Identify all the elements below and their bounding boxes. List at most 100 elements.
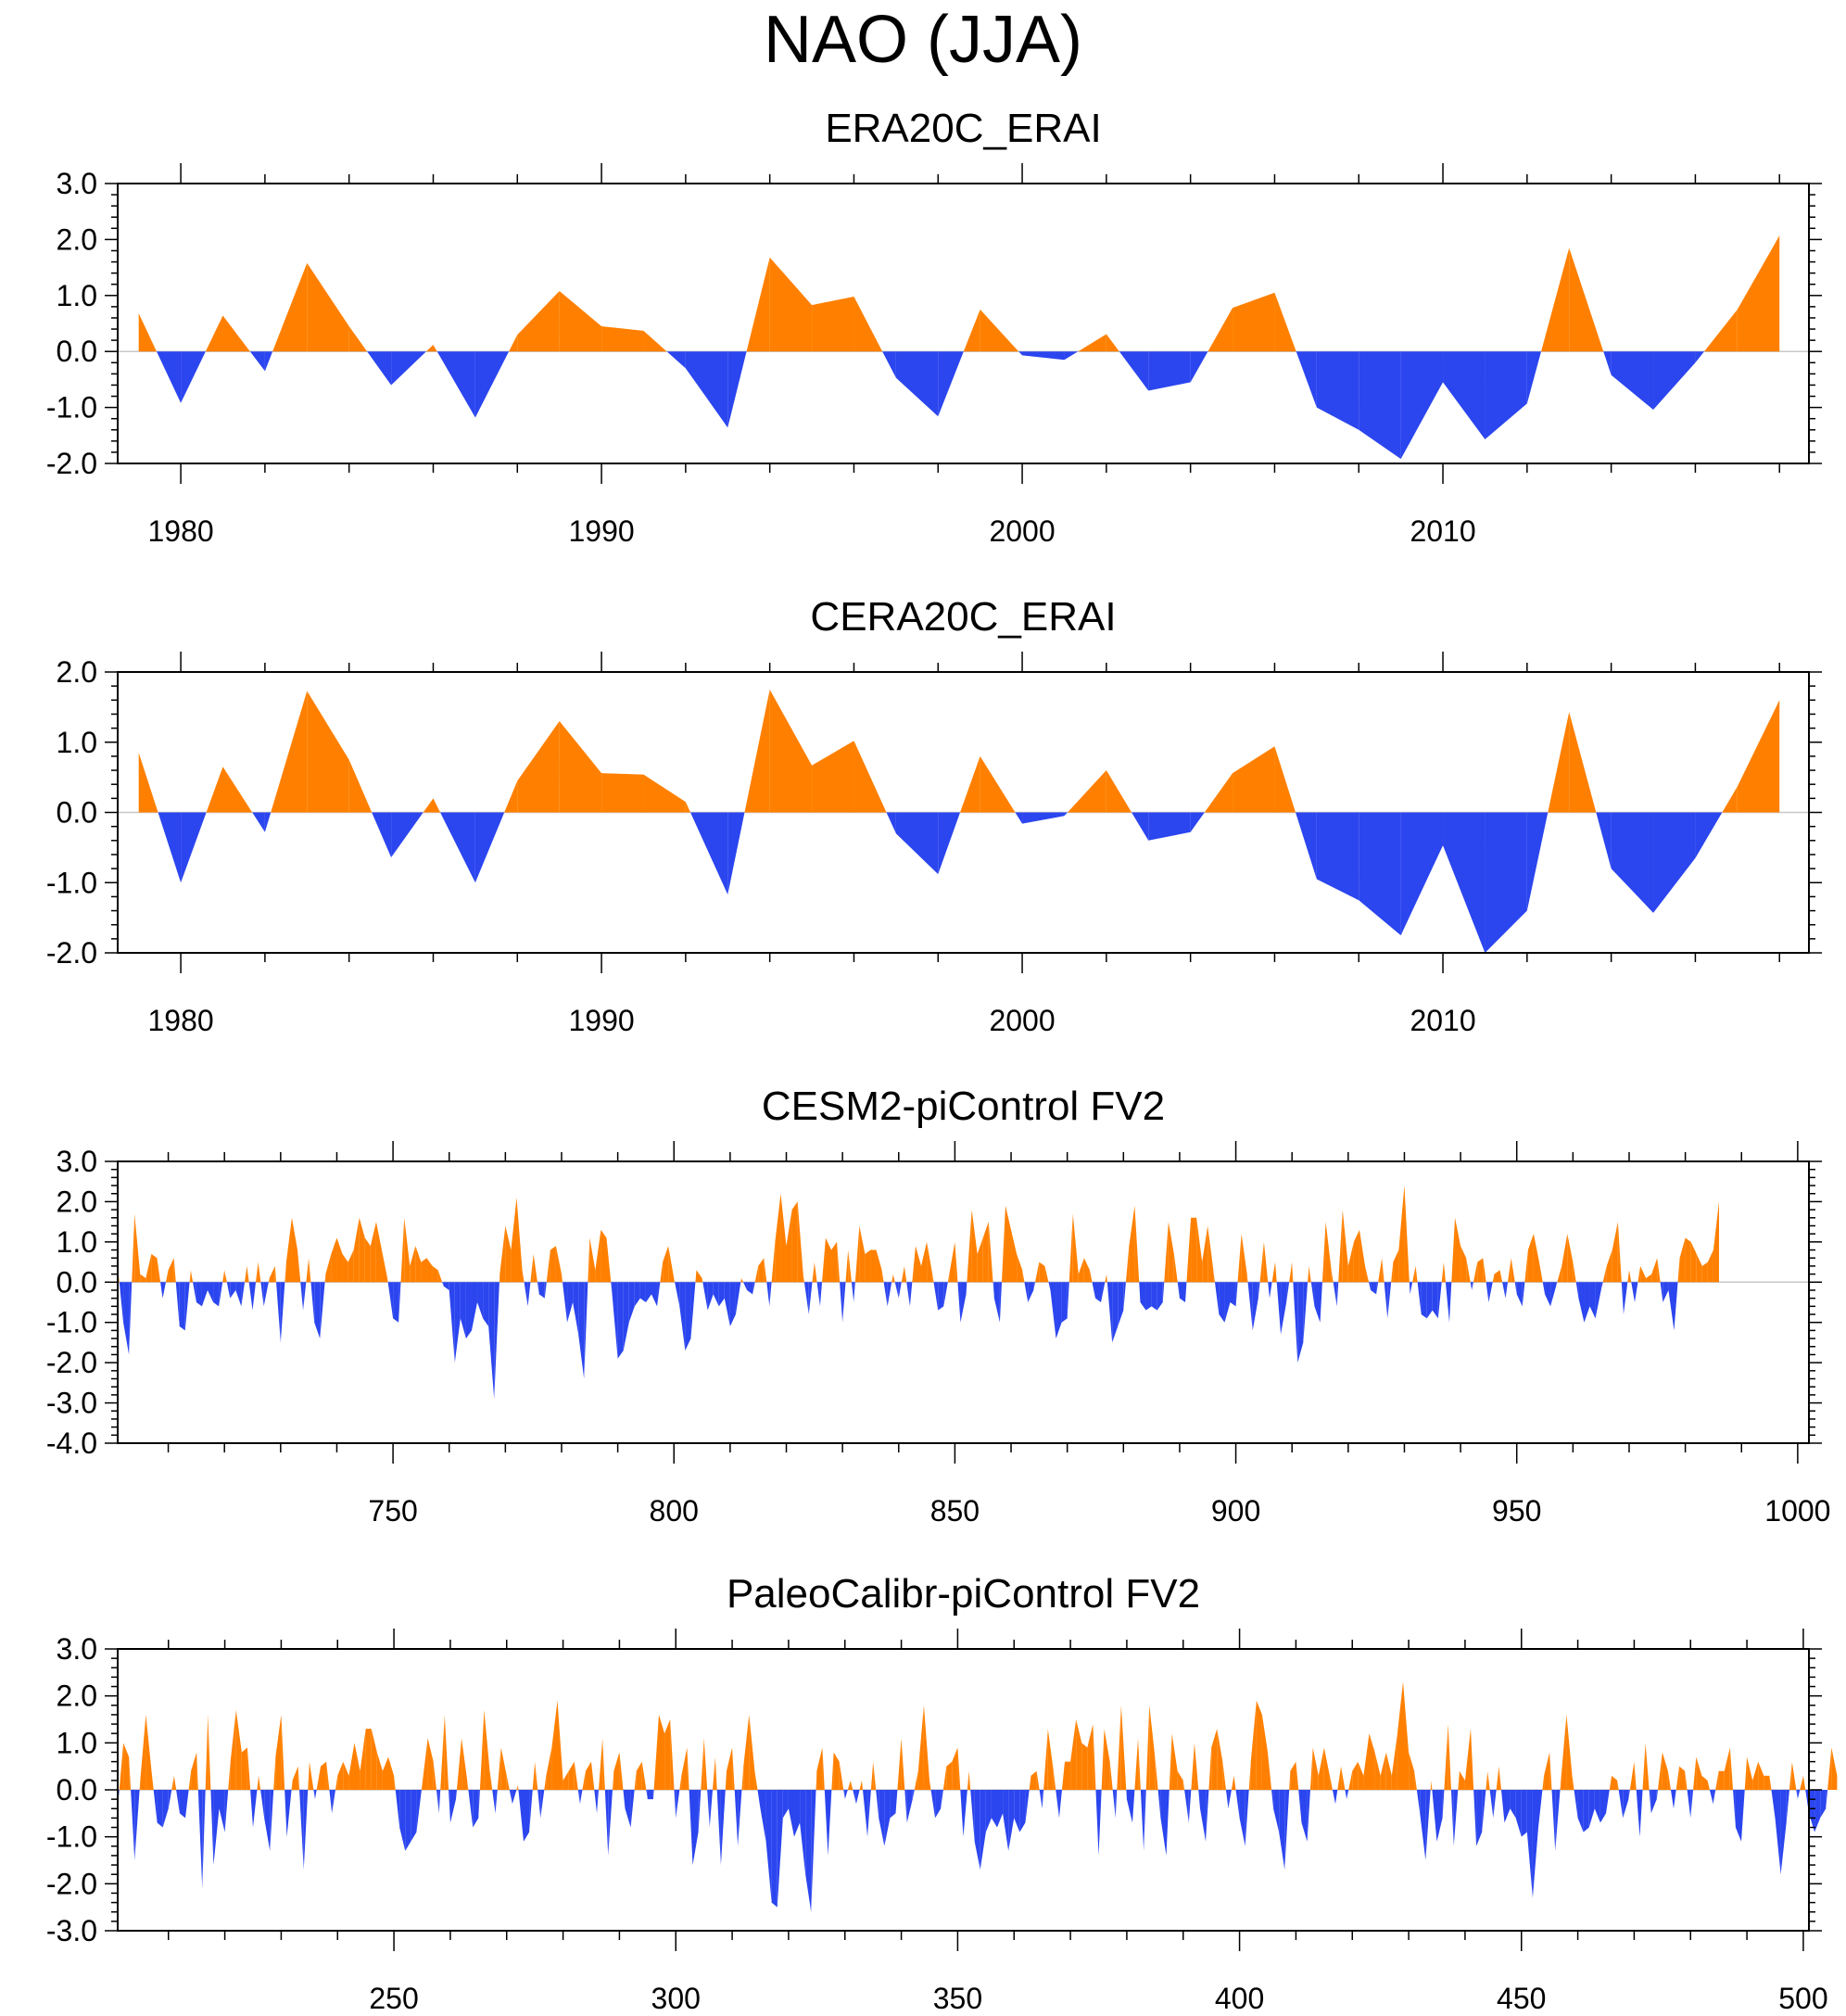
positive-area [847, 1780, 851, 1790]
negative-area [1271, 1790, 1274, 1809]
positive-area [484, 1709, 490, 1790]
positive-area [1511, 1258, 1515, 1283]
negative-area [1709, 1790, 1713, 1805]
negative-area [1437, 1282, 1442, 1319]
positive-area [123, 1743, 130, 1790]
positive-area [1065, 1761, 1071, 1790]
negative-area [1247, 1282, 1253, 1331]
positive-area [601, 1229, 607, 1283]
negative-area [1345, 1790, 1347, 1800]
negative-area [1095, 1790, 1099, 1856]
positive-area [1404, 1186, 1410, 1283]
positive-area [803, 1274, 804, 1283]
positive-area [1414, 1770, 1417, 1790]
negative-area [474, 351, 510, 418]
positive-area [1487, 1770, 1490, 1790]
positive-area [337, 1761, 344, 1790]
negative-area [1333, 1282, 1337, 1307]
positive-area [1275, 1262, 1277, 1283]
negative-area [567, 1282, 574, 1323]
positive-area [1358, 1761, 1364, 1790]
positive-area [1365, 1265, 1370, 1283]
positive-area [744, 689, 770, 813]
positive-area [1677, 1258, 1680, 1283]
x-tick-label: 1990 [568, 514, 634, 548]
positive-area [1458, 1770, 1460, 1790]
positive-area [360, 1729, 366, 1790]
positive-area [326, 1761, 330, 1790]
positive-area [268, 1277, 270, 1283]
y-tick-label: 3.0 [57, 1632, 97, 1666]
positive-area [1791, 1761, 1797, 1790]
negative-area [935, 1790, 942, 1819]
negative-area [909, 1282, 913, 1307]
negative-area [679, 1282, 686, 1351]
negative-area [391, 351, 426, 386]
positive-area [917, 1705, 924, 1790]
negative-area [769, 1282, 772, 1307]
positive-area [1707, 1780, 1710, 1790]
negative-area [1695, 812, 1723, 858]
negative-area [1489, 1790, 1494, 1819]
positive-area [1246, 1274, 1248, 1283]
negative-area [1320, 1282, 1322, 1323]
negative-area [1583, 1790, 1589, 1832]
negative-area [1206, 1790, 1209, 1842]
positive-area [1455, 1217, 1461, 1283]
positive-area [769, 257, 813, 352]
negative-area [175, 1282, 180, 1327]
positive-area [1011, 1229, 1018, 1283]
positive-area [546, 1747, 552, 1790]
positive-area [245, 1265, 247, 1283]
positive-area [901, 1738, 905, 1790]
positive-area [1061, 1761, 1065, 1790]
positive-area [812, 1262, 815, 1283]
positive-area [1544, 1752, 1550, 1790]
positive-area [585, 1761, 591, 1790]
positive-area [634, 1770, 637, 1790]
negative-area [646, 1790, 648, 1800]
positive-area [157, 1258, 161, 1283]
negative-area [1284, 1790, 1290, 1870]
positive-area [1352, 1761, 1359, 1790]
positive-area [1606, 1249, 1612, 1283]
negative-area [1545, 1282, 1551, 1307]
positive-area [1693, 1756, 1697, 1790]
positive-area [1541, 247, 1570, 352]
y-tick-label: 2.0 [57, 1680, 97, 1713]
negative-area [1064, 812, 1068, 817]
y-tick-label: 0.0 [57, 335, 97, 368]
positive-area [134, 1213, 141, 1283]
negative-area [943, 1282, 948, 1307]
negative-area [1235, 1790, 1240, 1819]
positive-area [1030, 1770, 1037, 1790]
negative-area [1526, 812, 1549, 911]
negative-area [398, 1282, 401, 1323]
positive-area [291, 1780, 293, 1790]
positive-area [335, 1775, 338, 1790]
negative-area [1184, 1790, 1189, 1823]
negative-area [332, 1790, 335, 1814]
positive-area [269, 1265, 275, 1283]
negative-area [1056, 1282, 1062, 1339]
negative-area [1453, 1790, 1459, 1846]
positive-area [1331, 1270, 1334, 1283]
negative-area [1064, 351, 1079, 361]
negative-area [1595, 1282, 1601, 1319]
negative-area [367, 351, 392, 386]
positive-area [859, 1780, 862, 1790]
negative-area [906, 1282, 910, 1307]
positive-area [309, 1761, 314, 1790]
negative-area [1820, 1790, 1827, 1819]
positive-area [833, 1752, 840, 1790]
positive-area [259, 1775, 261, 1790]
negative-area [743, 1282, 748, 1290]
positive-area [1271, 1262, 1276, 1283]
negative-area [1550, 1282, 1557, 1307]
positive-area [291, 1217, 298, 1283]
x-tick-label: 2000 [989, 1004, 1055, 1037]
positive-area [1155, 1756, 1158, 1790]
negative-area [1733, 1790, 1736, 1828]
positive-area [1713, 1201, 1719, 1283]
positive-area [1035, 1262, 1040, 1283]
